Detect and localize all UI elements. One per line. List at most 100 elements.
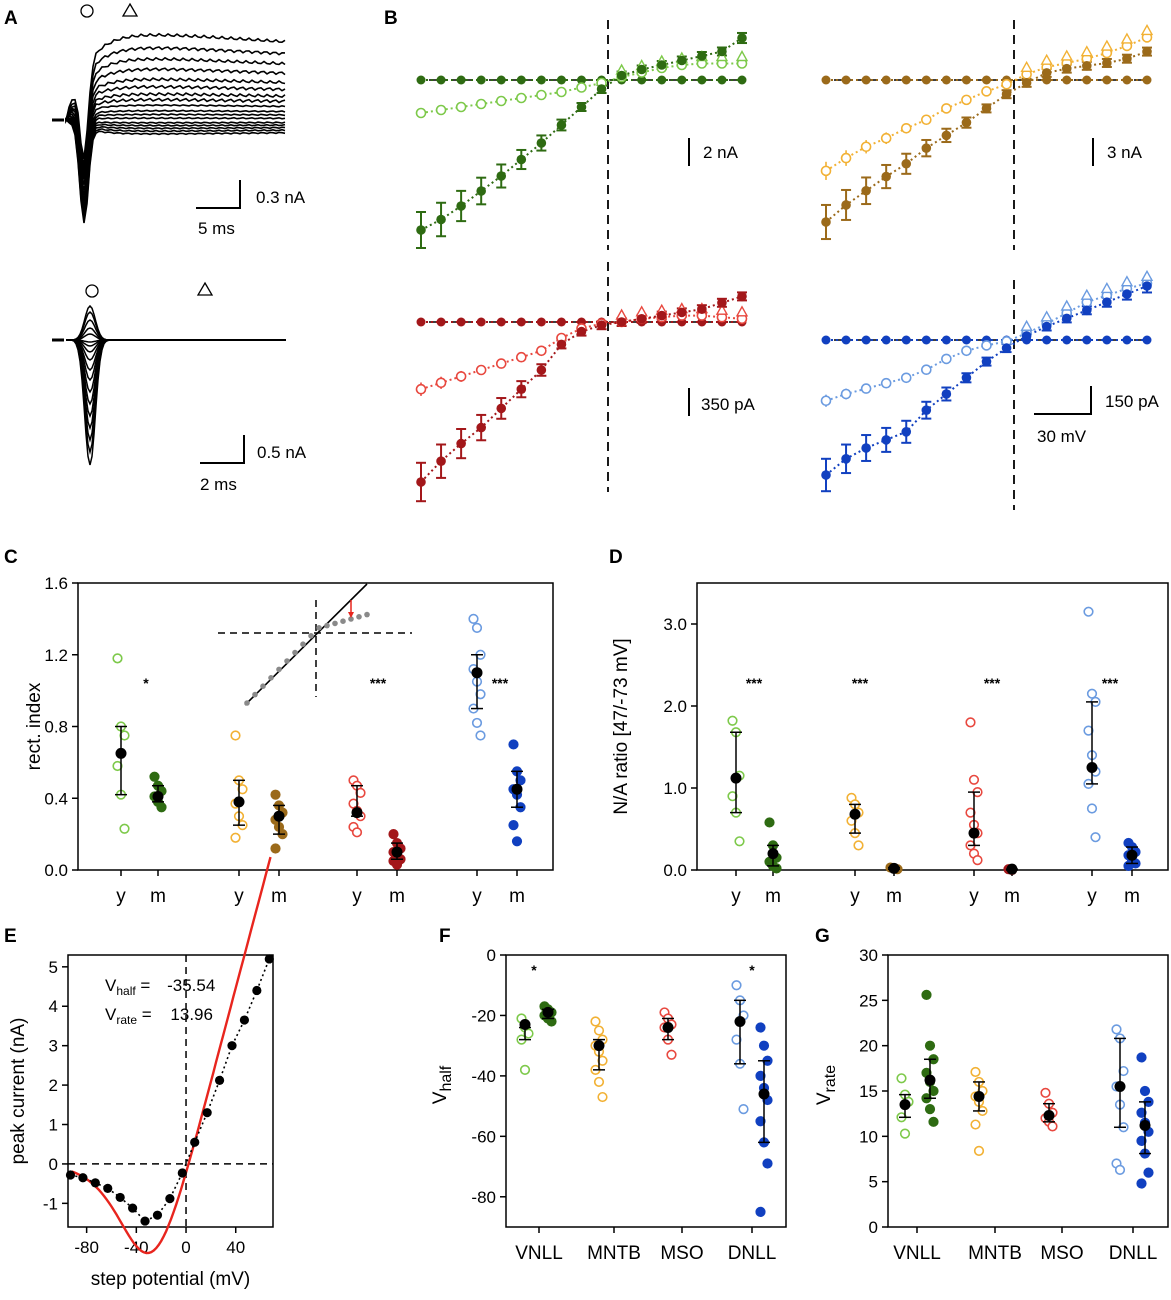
mature-point: [576, 102, 587, 112]
data-point: [177, 1168, 187, 1178]
young-point: [968, 774, 980, 785]
mature-point: [961, 373, 972, 383]
young-point: [840, 152, 852, 164]
panel-a-traces: 0.3 nA 5 ms 0.5 nA 2 ms: [52, 2, 307, 494]
y-tick-label: -1: [43, 1194, 58, 1213]
iv-mso: [415, 262, 749, 503]
x-tick-label: y: [731, 886, 741, 907]
median-point: [593, 1040, 605, 1052]
young-point: [900, 372, 912, 384]
mature-point: [556, 120, 567, 130]
young-point: [593, 1076, 605, 1088]
young-point: [965, 807, 976, 818]
current-trace: [65, 32, 286, 159]
iv-dnll: [820, 269, 1154, 510]
mature-point: [456, 201, 466, 211]
y-tick-label: 0.4: [44, 789, 68, 808]
flat-point: [841, 75, 851, 85]
current-trace: [65, 116, 286, 202]
mature-point: [416, 225, 426, 235]
y-tick-label: 1.2: [44, 646, 68, 665]
young-point: [973, 1145, 985, 1156]
young-point: [840, 388, 852, 400]
mature-point: [1102, 297, 1112, 308]
data-point: [252, 985, 262, 996]
flat-point: [436, 75, 446, 85]
young-point: [1111, 1024, 1122, 1035]
axes-box: [696, 582, 1169, 871]
flat-point: [861, 75, 871, 85]
instant-point: [1080, 288, 1094, 300]
median-point: [730, 772, 742, 784]
young-point: [896, 1073, 907, 1084]
median-point: [391, 846, 403, 858]
flat-point: [476, 317, 486, 327]
median-point: [233, 796, 245, 808]
data-point: [227, 1041, 237, 1051]
x-tick-label: m: [1004, 886, 1020, 907]
vrate-symbol: V: [105, 1005, 117, 1024]
current-trace: [65, 77, 286, 160]
young-point: [536, 89, 547, 101]
mature-point: [758, 1040, 770, 1051]
vrate-annotation: Vrate = 13.96: [105, 1005, 213, 1027]
young-point: [415, 383, 427, 395]
inset-point: [276, 666, 282, 673]
flat-point: [1122, 75, 1132, 85]
axes-box: [505, 954, 787, 1228]
mature-point: [1122, 53, 1132, 64]
young-point: [860, 141, 872, 153]
data-point: [239, 1015, 250, 1025]
young-point: [237, 784, 248, 795]
mature-point: [1021, 331, 1032, 341]
mature-point: [391, 859, 403, 870]
mature-point: [1021, 78, 1032, 88]
current-trace: [65, 109, 286, 191]
mature-point: [1061, 313, 1072, 324]
mature-point: [511, 836, 523, 847]
y-tick-label: -40: [471, 1067, 496, 1086]
scalebar-vnll-label: 2 nA: [703, 143, 739, 162]
f-ylabel: Vhalf: [430, 1065, 455, 1104]
panel-label-d: D: [609, 547, 623, 568]
flat-point: [901, 335, 911, 345]
median-point: [351, 807, 363, 819]
data-point: [202, 1108, 212, 1118]
young-point: [590, 1016, 601, 1027]
median-point: [542, 1006, 554, 1018]
young-point: [981, 86, 992, 97]
flat-point: [1042, 75, 1052, 85]
young-point: [727, 791, 738, 802]
inset-point: [292, 649, 298, 656]
young-point: [1118, 1065, 1129, 1077]
mature-point: [515, 775, 526, 786]
y-tick-label: 30: [859, 946, 878, 965]
y-tick-label: 0.0: [663, 861, 687, 880]
mature-point: [1082, 61, 1092, 71]
scalebar-mntb-label: 3 nA: [1107, 143, 1143, 162]
inset-point: [364, 611, 370, 618]
instant-point: [1140, 269, 1154, 281]
flat-point: [941, 75, 951, 85]
median-point: [968, 827, 980, 839]
current-trace: [65, 119, 286, 211]
young-point: [880, 132, 892, 144]
mature-point: [1139, 1085, 1151, 1097]
y-tick-label: 0.8: [44, 718, 68, 737]
young-point: [351, 827, 363, 838]
x-tick-label: MSO: [1040, 1243, 1083, 1264]
mature-point: [496, 171, 507, 181]
mature-point: [755, 1116, 766, 1127]
inset-arrowhead: [348, 612, 354, 618]
instant-point: [1080, 45, 1094, 57]
mature-point: [270, 843, 281, 854]
flat-point: [697, 75, 707, 85]
inset-point: [356, 614, 362, 620]
x-tick-label: m: [765, 886, 781, 907]
instant-point: [1100, 39, 1114, 51]
mature-point: [476, 422, 486, 433]
data-point: [90, 1178, 100, 1188]
y-tick-label: 15: [859, 1082, 878, 1101]
x-tick-label: MNTB: [587, 1243, 641, 1264]
instant-point: [1020, 319, 1033, 331]
